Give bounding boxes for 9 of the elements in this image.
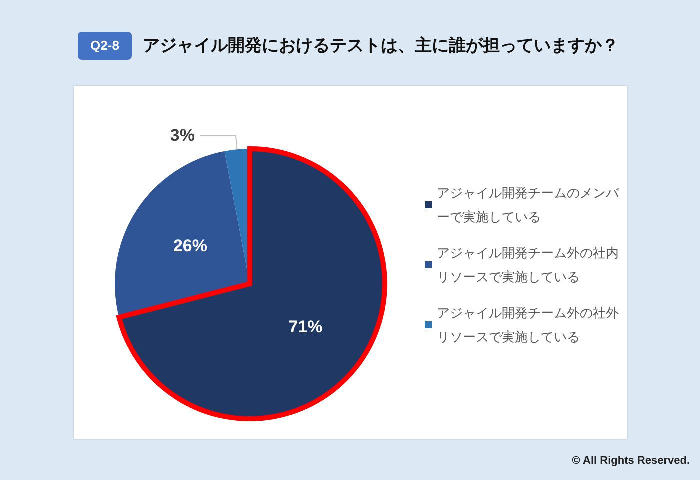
data-label: 71% (288, 318, 323, 337)
data-label: 3% (170, 126, 195, 146)
chart-title: アジャイル開発におけるテストは、主に誰が担っていますか？ (143, 35, 619, 58)
text: © All Rights Reserved. (572, 455, 690, 467)
legend-label: アジャイル開発チームのメンバーで実施している (437, 186, 620, 224)
legend-label: アジャイル開発チーム外の社内リソースで実施している (437, 246, 619, 284)
chart-subtitle: Q2-8 (78, 32, 132, 60)
data-label: 26% (173, 236, 208, 256)
legend-label: アジャイル開発チーム外の社外リソースで実施している (437, 306, 619, 344)
